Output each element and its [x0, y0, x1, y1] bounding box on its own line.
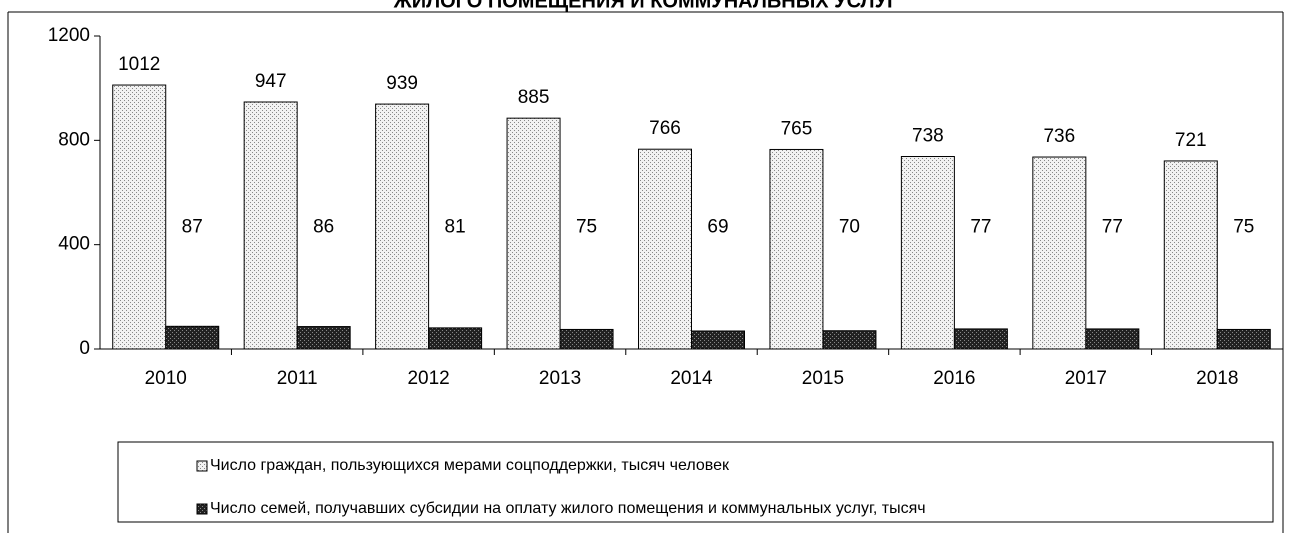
x-tick-label: 2015 [802, 368, 844, 389]
data-label: 75 [1233, 217, 1254, 238]
x-tick-label: 2013 [539, 368, 581, 389]
data-label: 1012 [118, 54, 160, 75]
bar [375, 103, 430, 350]
x-tick-label: 2011 [277, 368, 318, 389]
data-label: 87 [182, 217, 203, 238]
bar [1085, 328, 1140, 350]
data-label: 75 [576, 217, 597, 238]
x-tick-label: 2016 [933, 368, 975, 389]
data-label: 765 [781, 118, 813, 139]
data-label: 86 [313, 217, 334, 238]
bar [822, 330, 877, 350]
data-label: 721 [1175, 130, 1207, 151]
data-label: 81 [445, 217, 466, 238]
data-label: 77 [970, 217, 991, 238]
legend-swatch [196, 460, 208, 472]
data-label: 947 [255, 71, 287, 92]
bar [638, 148, 692, 350]
data-label: 939 [386, 73, 418, 94]
data-label: 738 [912, 126, 944, 147]
bar [691, 330, 745, 350]
legend-swatch [196, 503, 208, 515]
legend-label: Число граждан, пользующихся мерами соцпо… [210, 457, 730, 474]
bar [1032, 156, 1087, 350]
bar [769, 148, 824, 350]
legend [117, 441, 1274, 523]
bar [1163, 160, 1218, 350]
data-label: 77 [1102, 217, 1123, 238]
x-tick-label: 2018 [1196, 368, 1238, 389]
data-label: 69 [707, 217, 728, 238]
bar [559, 328, 614, 350]
bar [1216, 328, 1271, 350]
bar [165, 325, 220, 350]
y-tick-label: 400 [58, 234, 90, 255]
bar [506, 117, 561, 350]
bar [243, 101, 298, 350]
bar [296, 326, 351, 350]
bar [900, 156, 955, 350]
bar [953, 328, 1008, 350]
legend-label: Число семей, получавших субсидии на опла… [210, 500, 926, 517]
data-label: 766 [649, 118, 681, 139]
bar [428, 327, 483, 350]
chart-title: ЖИЛОГО ПОМЕЩЕНИЯ И КОММУНАЛЬНЫХ УСЛУГ [393, 0, 899, 12]
y-tick-label: 800 [58, 129, 90, 150]
x-tick-label: 2014 [670, 368, 713, 389]
data-label: 736 [1043, 126, 1075, 147]
data-label: 885 [518, 87, 550, 108]
y-tick-label: 1200 [48, 25, 90, 46]
bar [112, 84, 167, 350]
x-tick-label: 2010 [145, 368, 187, 389]
y-tick-label: 0 [79, 338, 90, 359]
data-label: 70 [839, 217, 860, 238]
x-tick-label: 2017 [1065, 368, 1107, 389]
x-tick-label: 2012 [407, 368, 449, 389]
